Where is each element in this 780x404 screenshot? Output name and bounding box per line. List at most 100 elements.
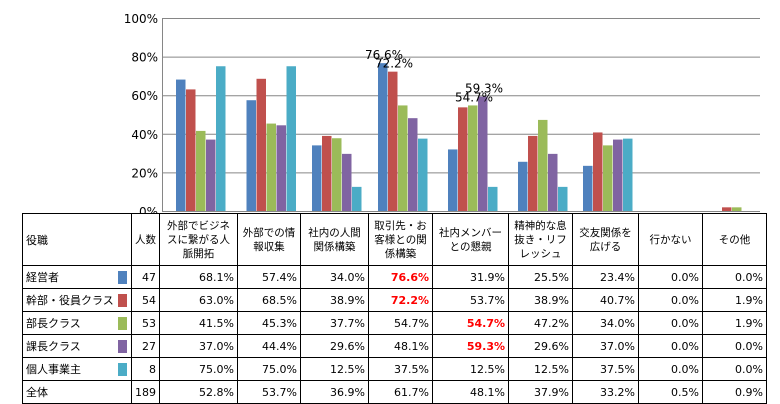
y-axis: 0% 20% 40% 60% 80% 100% [124, 12, 163, 213]
bar [558, 186, 568, 211]
value-cell: 63.0% [159, 288, 238, 312]
bar [186, 89, 196, 211]
value-cell: 37.0% [159, 334, 238, 358]
value-cell: 75.0% [237, 357, 301, 381]
value-cell: 25.5% [508, 265, 573, 289]
bar [613, 139, 623, 211]
y-tick-label: 20% [131, 166, 158, 180]
bar [583, 165, 593, 211]
bar [722, 207, 732, 211]
role-label: 個人事業主 [22, 357, 132, 381]
data-table: 役職 人数 外部でビジネスに繋がる人脈開拓 外部での情報収集 社内の人間関係構築 取引先・… [22, 213, 767, 404]
value-cell: 38.9% [300, 288, 369, 312]
column-header: 交友関係を広げる [572, 213, 639, 266]
bar [342, 153, 352, 211]
bar [418, 138, 428, 211]
value-cell: 53.7% [237, 380, 301, 404]
value-cell: 33.2% [572, 380, 639, 404]
value-cell: 40.7% [572, 288, 639, 312]
value-cell: 72.2% [368, 288, 433, 312]
value-cell: 1.9% [702, 311, 767, 335]
data-label: 76.6% [365, 48, 403, 62]
y-tick-label: 80% [131, 51, 158, 65]
bar [398, 105, 408, 211]
table-row: 全体 189 52.8% 53.7% 36.9% 61.7% 48.1% 37.9% 33.2%… [22, 380, 767, 404]
bar [246, 100, 256, 211]
table-row: 課長クラス 27 37.0% 44.4% 29.6% 48.1% 59.3% 29.6% 37.… [22, 334, 767, 358]
column-header: 取引先・お客様との関係構築 [368, 213, 433, 266]
value-cell: 34.0% [572, 311, 639, 335]
value-cell: 76.6% [368, 265, 433, 289]
role-label: 幹部・役員クラス [22, 288, 132, 312]
column-header: 外部での情報収集 [237, 213, 301, 266]
value-cell: 0.0% [638, 311, 703, 335]
value-cell: 52.8% [159, 380, 238, 404]
bar [352, 186, 362, 211]
bar [603, 145, 613, 211]
column-header: その他 [702, 213, 767, 266]
legend-swatch [118, 317, 127, 330]
role-label: 部長クラス [22, 311, 132, 335]
bar-chart: 0% 20% 40% 60% 80% 100% 76.6%72.2% 54.7%59.3% [124, 12, 760, 213]
bar [478, 96, 488, 211]
bar [378, 63, 388, 211]
count-cell: 53 [131, 311, 160, 335]
bars [176, 63, 742, 212]
value-cell: 68.1% [159, 265, 238, 289]
bar [256, 78, 266, 211]
value-cell: 48.1% [432, 380, 509, 404]
value-cell: 12.5% [432, 357, 509, 381]
value-cell: 45.3% [237, 311, 301, 335]
table-row: 個人事業主 8 75.0% 75.0% 12.5% 37.5% 12.5% 12.5% 37.5… [22, 357, 767, 381]
bar [593, 132, 603, 211]
column-header: 行かない [638, 213, 703, 266]
value-cell: 75.0% [159, 357, 238, 381]
value-cell: 0.0% [638, 357, 703, 381]
bar [176, 79, 186, 211]
y-tick-label: 100% [124, 12, 158, 26]
bar [216, 66, 226, 211]
table-header-row: 役職 人数 外部でビジネスに繋がる人脈開拓 外部での情報収集 社内の人間関係構築 取引先・… [22, 213, 767, 266]
value-cell: 57.4% [237, 265, 301, 289]
role-header: 役職 [22, 213, 132, 266]
value-cell: 38.9% [508, 288, 573, 312]
value-cell: 53.7% [432, 288, 509, 312]
value-cell: 1.9% [702, 288, 767, 312]
value-cell: 0.9% [702, 380, 767, 404]
value-cell: 59.3% [432, 334, 509, 358]
bar [312, 145, 322, 211]
value-cell: 68.5% [237, 288, 301, 312]
value-cell: 44.4% [237, 334, 301, 358]
value-cell: 0.0% [702, 357, 767, 381]
bar [448, 149, 458, 211]
value-cell: 37.5% [572, 357, 639, 381]
column-header: 社内メンバーとの懇親 [432, 213, 509, 266]
value-cell: 47.2% [508, 311, 573, 335]
role-label: 全体 [22, 380, 132, 404]
legend-swatch [118, 363, 127, 376]
value-cell: 37.9% [508, 380, 573, 404]
bar [623, 138, 633, 211]
count-cell: 8 [131, 357, 160, 381]
column-header: 精神的な息抜き・リフレッシュ [508, 213, 573, 266]
bar [538, 119, 548, 211]
value-cell: 36.9% [300, 380, 369, 404]
value-cell: 12.5% [300, 357, 369, 381]
value-cell: 0.0% [702, 265, 767, 289]
value-cell: 61.7% [368, 380, 433, 404]
value-cell: 0.0% [638, 334, 703, 358]
y-tick-label: 40% [131, 128, 158, 142]
value-cell: 31.9% [432, 265, 509, 289]
bar [332, 138, 342, 211]
count-cell: 47 [131, 265, 160, 289]
value-cell: 54.7% [432, 311, 509, 335]
y-tick-label: 60% [131, 89, 158, 103]
bar [196, 130, 206, 211]
value-cell: 29.6% [508, 334, 573, 358]
bar-annotations: 76.6%72.2% 54.7%59.3% [365, 48, 503, 104]
value-cell: 34.0% [300, 265, 369, 289]
value-cell: 54.7% [368, 311, 433, 335]
value-cell: 37.0% [572, 334, 639, 358]
value-cell: 37.7% [300, 311, 369, 335]
bar [266, 123, 276, 211]
